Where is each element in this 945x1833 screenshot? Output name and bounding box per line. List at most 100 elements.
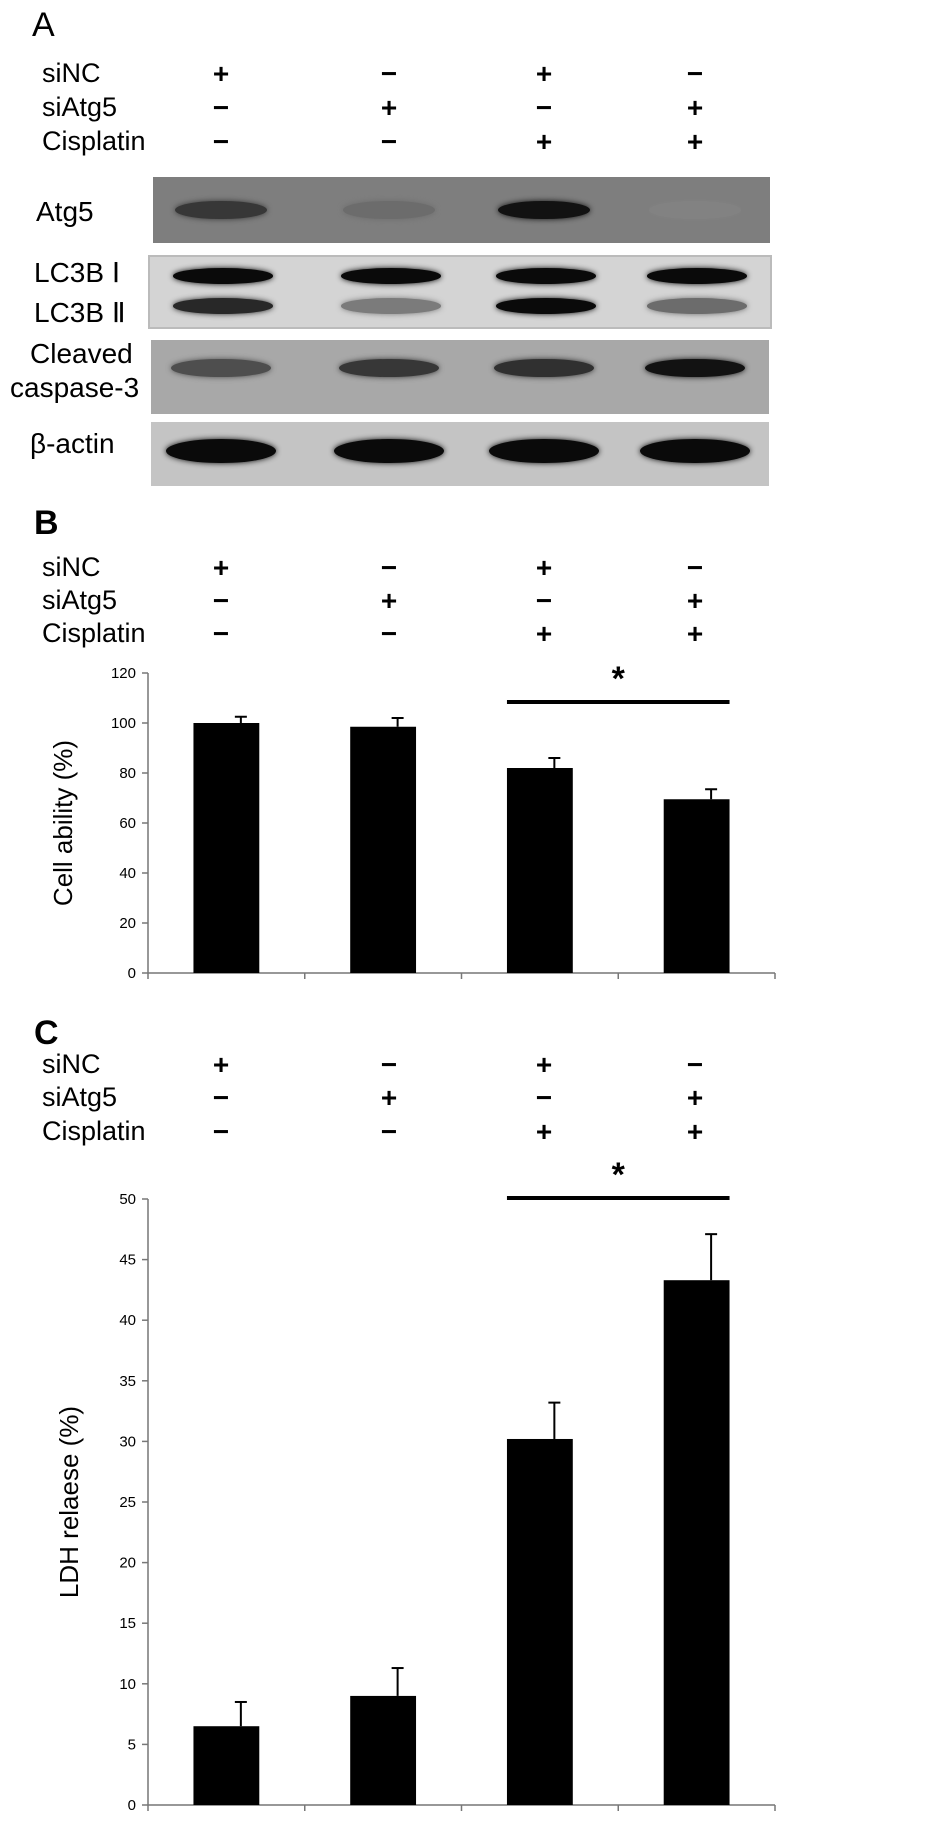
y-tick-label: 15 — [119, 1615, 136, 1632]
condition-label: siNC — [42, 58, 101, 88]
condition-label: siNC — [42, 1049, 101, 1079]
condition-sign: − — [212, 1082, 230, 1113]
condition-sign: − — [212, 92, 230, 123]
condition-sign: − — [535, 585, 553, 616]
condition-sign: + — [212, 552, 230, 583]
condition-sign: − — [686, 1049, 704, 1080]
lc3b-i-band — [496, 268, 596, 284]
y-tick-label: 45 — [119, 1252, 136, 1269]
lc3b-ii-band — [647, 298, 747, 314]
condition-sign: − — [380, 1049, 398, 1080]
y-tick-label: 10 — [119, 1676, 136, 1693]
lc3b-i-band — [173, 268, 273, 284]
ldh-release-bar-chart: 0 5 10 15 20 25 30 35 40 45 50 LDH relaese (%) * — [54, 1156, 776, 1814]
western-blot-beta-actin — [151, 422, 769, 486]
condition-sign: + — [535, 1116, 553, 1147]
condition-sign: − — [380, 58, 398, 89]
condition-sign: − — [212, 618, 230, 649]
condition-sign: + — [380, 92, 398, 123]
western-blot-cleaved-caspase-3 — [151, 340, 769, 414]
panel-c-letter: C — [34, 1014, 59, 1052]
y-tick-label: 30 — [119, 1433, 136, 1450]
y-tick-label: 100 — [111, 715, 136, 732]
blot-label-cleaved: Cleaved — [30, 338, 133, 369]
beta-actin-band — [334, 438, 444, 463]
cleaved-caspase-3-band — [494, 358, 594, 378]
condition-sign: − — [212, 585, 230, 616]
condition-sign: + — [535, 58, 553, 89]
y-tick-label: 35 — [119, 1373, 136, 1390]
condition-label: Cisplatin — [42, 618, 146, 648]
blot-label-lc3b-2: LC3B Ⅱ — [34, 297, 126, 328]
atg5-band — [498, 200, 590, 220]
condition-sign: + — [535, 618, 553, 649]
bar — [193, 1726, 260, 1805]
condition-sign: + — [686, 92, 704, 123]
bar — [350, 1695, 417, 1805]
western-blot-lc3b — [148, 255, 772, 329]
bar — [506, 768, 573, 973]
condition-sign: + — [686, 618, 704, 649]
condition-sign: − — [380, 552, 398, 583]
condition-sign: + — [535, 126, 553, 157]
lc3b-ii-band — [496, 298, 596, 314]
bar — [663, 799, 730, 973]
cleaved-caspase-3-band — [171, 358, 271, 378]
y-tick-label: 20 — [119, 1555, 136, 1572]
y-tick-label: 40 — [119, 1312, 136, 1329]
condition-sign: − — [686, 552, 704, 583]
condition-sign: + — [686, 1082, 704, 1113]
condition-sign: − — [380, 126, 398, 157]
blot-label-caspase-3: caspase-3 — [10, 372, 140, 403]
y-axis-label: Cell ability (%) — [48, 740, 78, 906]
panel-a-letter: A — [32, 6, 55, 44]
beta-actin-band — [640, 438, 750, 463]
condition-label: siNC — [42, 552, 101, 582]
y-tick-label: 60 — [119, 815, 136, 832]
condition-sign: + — [686, 1116, 704, 1147]
condition-label: Cisplatin — [42, 1116, 146, 1146]
y-tick-label: 0 — [128, 965, 136, 982]
blot-label-atg5: Atg5 — [36, 196, 94, 227]
beta-actin-band — [489, 438, 599, 463]
bar — [663, 1280, 730, 1805]
significance-star: * — [612, 1156, 626, 1194]
condition-sign: − — [212, 126, 230, 157]
western-blot-atg5 — [153, 177, 770, 243]
significance-star: * — [612, 660, 626, 698]
condition-sign: − — [380, 1116, 398, 1147]
condition-sign: + — [686, 585, 704, 616]
y-tick-label: 5 — [128, 1736, 136, 1753]
y-tick-label: 50 — [119, 1191, 136, 1208]
condition-sign: + — [212, 1049, 230, 1080]
bar — [350, 726, 417, 973]
cell-ability-bar-chart: 0 20 40 60 80 100 120 Cell ability (%) * — [48, 660, 776, 982]
condition-sign: − — [380, 618, 398, 649]
lc3b-i-band — [647, 268, 747, 284]
y-tick-label: 40 — [119, 865, 136, 882]
condition-sign: + — [686, 126, 704, 157]
bar — [193, 723, 260, 973]
condition-sign: + — [380, 585, 398, 616]
condition-label: Cisplatin — [42, 126, 146, 156]
condition-sign: − — [535, 92, 553, 123]
atg5-band — [175, 200, 267, 220]
blot-label-beta-actin: β-actin — [30, 428, 115, 459]
condition-sign: + — [380, 1082, 398, 1113]
condition-label: siAtg5 — [42, 1082, 118, 1112]
lc3b-ii-band — [173, 298, 273, 314]
beta-actin-band — [166, 438, 276, 463]
condition-sign: + — [535, 1049, 553, 1080]
condition-sign: − — [212, 1116, 230, 1147]
panel-b-letter: B — [34, 504, 59, 542]
y-axis-label: LDH relaese (%) — [54, 1406, 84, 1598]
y-tick-label: 120 — [111, 665, 136, 682]
atg5-band — [649, 200, 741, 220]
y-tick-label: 20 — [119, 915, 136, 932]
atg5-band — [343, 200, 435, 220]
cleaved-caspase-3-band — [339, 358, 439, 378]
condition-sign: + — [212, 58, 230, 89]
y-tick-label: 0 — [128, 1797, 136, 1814]
y-tick-label: 25 — [119, 1494, 136, 1511]
condition-sign: − — [535, 1082, 553, 1113]
